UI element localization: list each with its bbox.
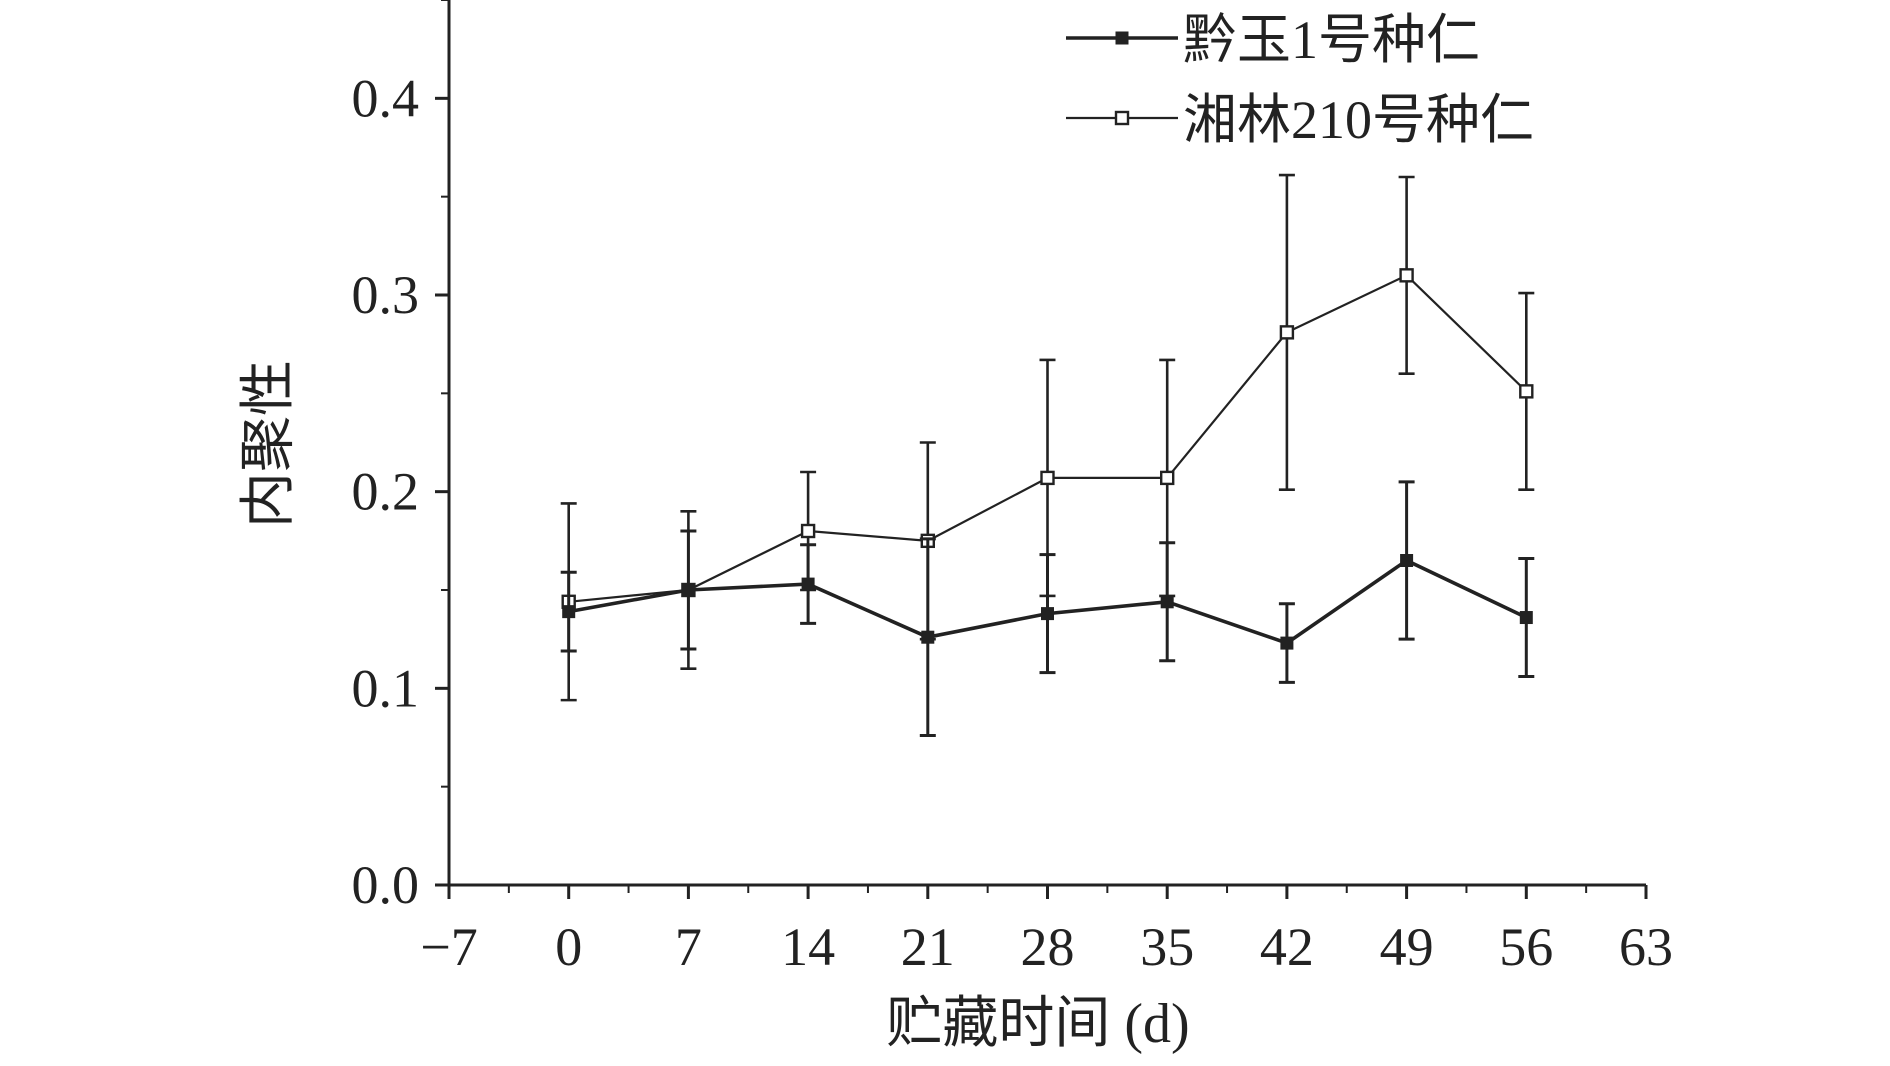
legend-label-series-2: 湘林210号种仁 bbox=[1183, 90, 1534, 150]
series-group bbox=[560, 173, 1535, 738]
y-axis-title: 内聚性 bbox=[238, 360, 300, 528]
x-tick-label: 49 bbox=[1380, 917, 1434, 977]
data-point bbox=[562, 605, 576, 619]
data-point bbox=[1280, 636, 1294, 650]
y-tick-label: 0.2 bbox=[352, 462, 420, 522]
x-tick-label: −7 bbox=[420, 917, 477, 977]
data-point bbox=[1041, 607, 1054, 621]
data-point bbox=[1159, 470, 1175, 486]
x-tick-label: 42 bbox=[1260, 917, 1314, 977]
data-point bbox=[1519, 611, 1533, 625]
data-point bbox=[1279, 325, 1295, 340]
data-point bbox=[801, 577, 815, 591]
data-point bbox=[1400, 554, 1414, 567]
x-tick-label: 21 bbox=[901, 917, 955, 977]
legend-marker-series-2 bbox=[1114, 110, 1130, 126]
legend: 黔玉1号种仁 湘林210号种仁 bbox=[1066, 10, 1534, 150]
legend-label-series-1: 黔玉1号种仁 bbox=[1183, 10, 1480, 70]
legend-marker-series-1 bbox=[1115, 31, 1129, 45]
data-point bbox=[800, 523, 816, 539]
data-point bbox=[1519, 384, 1534, 399]
x-tick-label: 0 bbox=[555, 917, 582, 977]
x-tick-label: 56 bbox=[1499, 917, 1553, 977]
data-point bbox=[1160, 595, 1174, 609]
x-tick-label: 63 bbox=[1619, 917, 1673, 977]
x-tick-label: 35 bbox=[1140, 917, 1194, 977]
y-tick-label: 0.4 bbox=[352, 68, 420, 128]
series-1 bbox=[560, 480, 1535, 738]
y-tick-label: 0.3 bbox=[352, 265, 420, 325]
x-axis-title: 贮藏时间 (d) bbox=[886, 993, 1189, 1055]
axes-group: −7 0 7 14 21 28 35 42 49 56 63 0.0 0.1 0.2 0.3 0.4 bbox=[352, 0, 1673, 977]
data-point bbox=[1399, 268, 1414, 283]
data-point bbox=[1040, 470, 1055, 486]
data-point bbox=[921, 630, 935, 644]
data-point bbox=[681, 583, 695, 597]
x-tick-label: 7 bbox=[675, 917, 702, 977]
x-tick-label: 14 bbox=[781, 917, 835, 977]
y-tick-label: 0.0 bbox=[352, 855, 420, 915]
y-tick-label: 0.1 bbox=[352, 658, 420, 718]
x-tick-label: 28 bbox=[1021, 917, 1075, 977]
